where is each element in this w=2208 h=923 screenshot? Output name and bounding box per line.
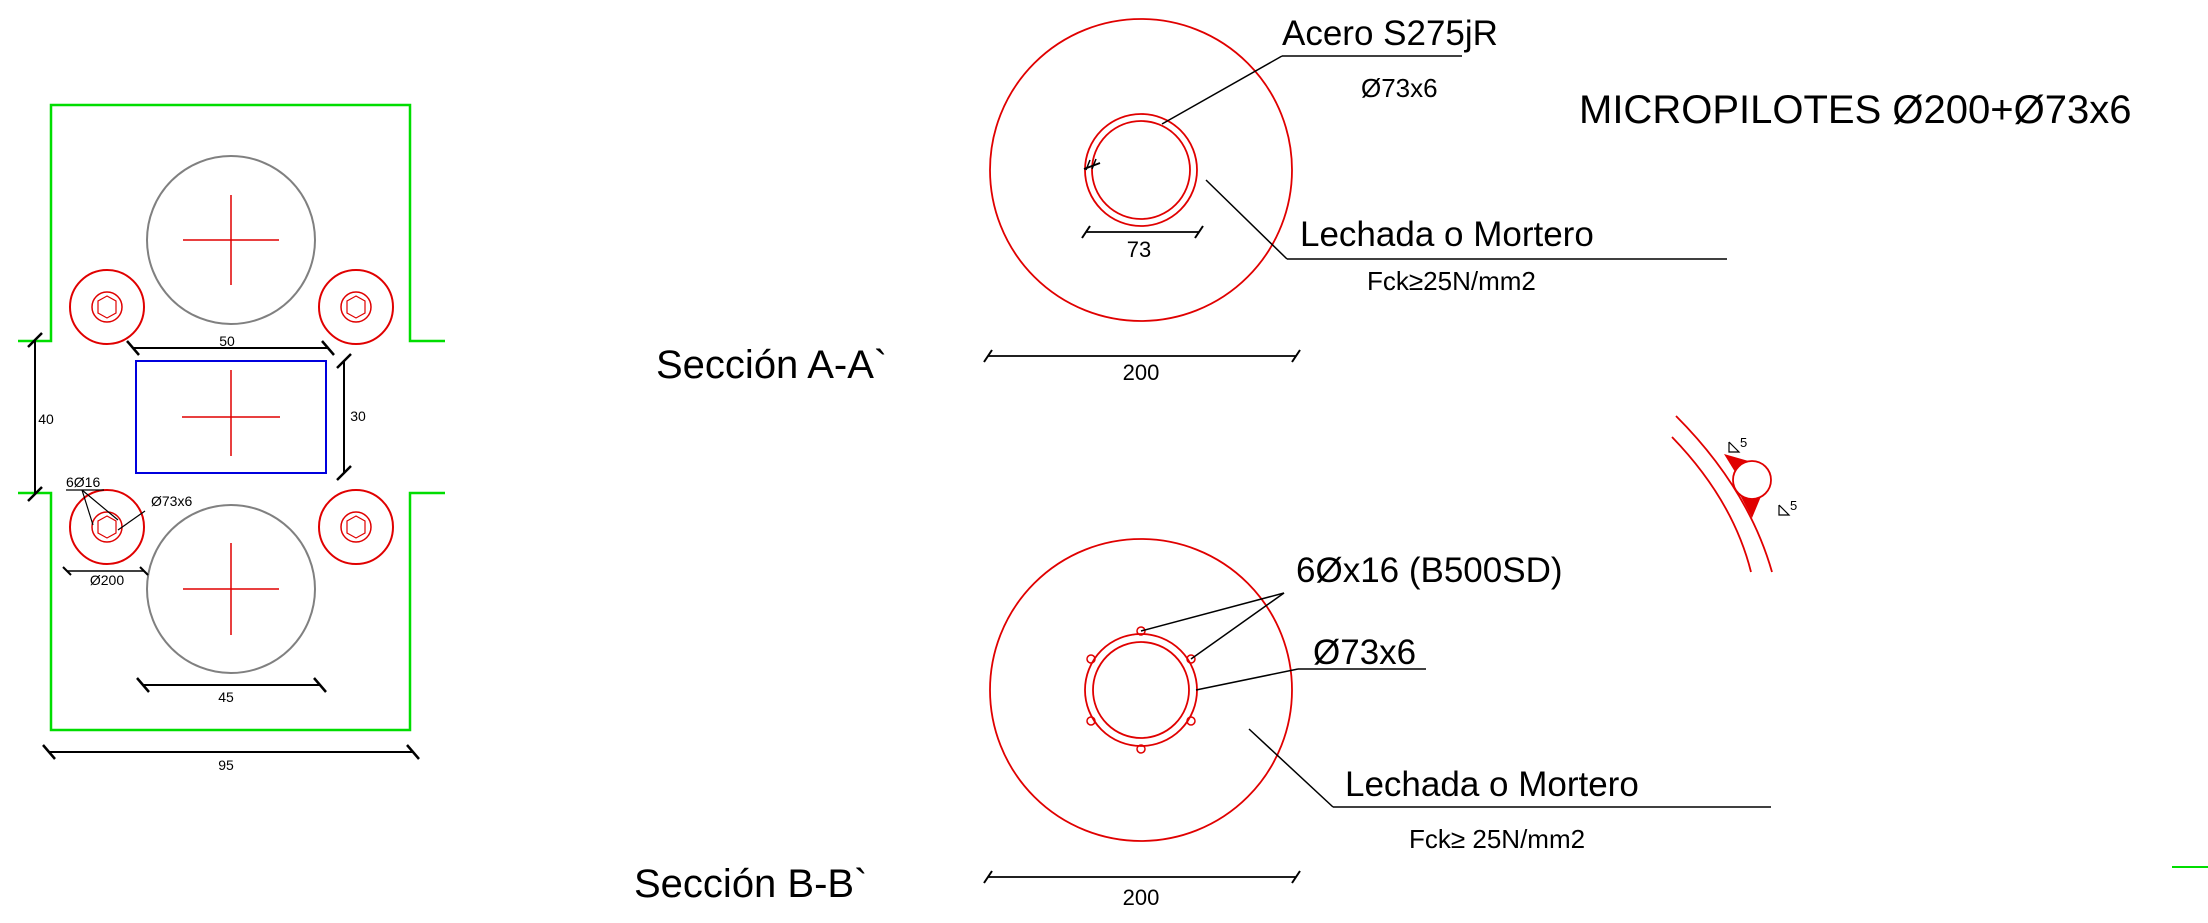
dim-left-label: 40: [38, 411, 54, 427]
plan-view: 50 40 30 45 95: [18, 103, 445, 773]
section-b-pipe-inner: [1092, 641, 1190, 739]
dim-pile-diameter-label: Ø200: [90, 572, 124, 588]
dim-bottom-total: [42, 744, 420, 760]
weld-symbol-bottom-icon: [1778, 504, 1791, 516]
section-b-fck-label: Fck≥ 25N/mm2: [1409, 824, 1585, 854]
label-bars: 6Ø16: [66, 474, 100, 490]
label-bars-leader-1: [81, 489, 94, 526]
dim-bottom-inner: [136, 677, 327, 693]
weld-detail-arc-inner: [1671, 436, 1752, 573]
weld-detail-fillet-bottom: [1740, 494, 1762, 518]
micropile-plan-tl: [69, 269, 145, 345]
section-b: 6Øx16 (B500SD) Ø73x6 Lechada o Mortero F…: [634, 538, 1771, 910]
main-title: MICROPILOTES Ø200+Ø73x6: [1579, 88, 2131, 132]
section-b-title: Sección B-B`: [634, 862, 867, 906]
section-b-bar-4: [1136, 744, 1146, 754]
section-b-pipe-leader: [1195, 668, 1299, 691]
section-a-pipe-inner: [1091, 120, 1191, 220]
weld-symbol-top-size: 5: [1740, 435, 1747, 450]
section-a-steel-label: Acero S275jR: [1282, 14, 1498, 53]
dim-right-label: 30: [350, 408, 366, 424]
weld-symbol-top-icon: [1728, 441, 1741, 453]
dim-left: [27, 332, 43, 502]
micropile-plan-br: [318, 489, 394, 565]
section-a-grout-label: Lechada o Mortero: [1300, 215, 1594, 254]
label-bars-leader-2: [81, 489, 119, 521]
micropile-plan-tr: [318, 269, 394, 345]
label-pipe-leader: [117, 510, 146, 531]
column-circle-bottom: [146, 504, 316, 674]
section-a-dim-inner-label: 73: [1127, 237, 1151, 262]
label-pipe: Ø73x6: [151, 493, 192, 509]
column-circle-top: [146, 155, 316, 325]
footing-outline-top: [18, 103, 445, 343]
section-b-bars-leader-2: [1190, 592, 1285, 660]
weld-symbol-bottom-size: 5: [1790, 498, 1797, 513]
section-b-bar-6: [1086, 654, 1096, 664]
section-a-dim-outer: [983, 349, 1301, 363]
section-b-bar-3: [1186, 716, 1196, 726]
section-b-grout-label: Lechada o Mortero: [1345, 765, 1639, 804]
footing-outline-bottom: [18, 491, 445, 732]
section-b-bar-5: [1086, 716, 1096, 726]
section-a: 73 200 Acero S275jR Ø73x6 Lechada o Mort…: [656, 14, 1727, 387]
dim-top-label: 50: [219, 333, 235, 349]
dim-pile-diameter: [62, 566, 149, 576]
section-a-grout-leader: [1205, 179, 1288, 260]
section-a-pipe-outer: [1084, 113, 1198, 227]
section-b-bars-label: 6Øx16 (B500SD): [1296, 551, 1563, 590]
section-a-title: Sección A-A`: [656, 343, 887, 387]
section-b-dim-outer: [983, 870, 1301, 884]
weld-detail: 5 5: [1671, 415, 1797, 573]
section-b-outer-circle: [989, 538, 1293, 842]
section-b-bar-2: [1186, 654, 1196, 664]
cap-rectangle: [135, 360, 327, 474]
section-a-outer-circle: [989, 18, 1293, 322]
section-b-bar-1: [1136, 626, 1146, 636]
section-b-pipe-outer: [1084, 633, 1198, 747]
section-b-dim-outer-label: 200: [1123, 885, 1160, 910]
dim-bottom-inner-label: 45: [218, 689, 234, 705]
section-a-pipe-label: Ø73x6: [1361, 73, 1438, 103]
section-a-weld-mark-3: [1091, 158, 1097, 170]
section-b-pipe-label: Ø73x6: [1313, 633, 1416, 672]
section-a-fck-label: Fck≥25N/mm2: [1367, 266, 1536, 296]
weld-detail-bar: [1732, 460, 1772, 500]
dim-right: [336, 353, 352, 481]
dim-bottom-total-label: 95: [218, 757, 234, 773]
dim-top: [126, 340, 335, 356]
section-a-weld-mark-2: [1085, 159, 1091, 171]
section-a-steel-leader: [1161, 55, 1283, 125]
section-a-dim-inner: [1081, 225, 1204, 239]
section-a-dim-outer-label: 200: [1123, 360, 1160, 385]
section-b-grout-leader: [1248, 728, 1334, 808]
micropile-plan-bl: [69, 489, 145, 565]
section-b-bars-leader-1: [1140, 592, 1285, 632]
